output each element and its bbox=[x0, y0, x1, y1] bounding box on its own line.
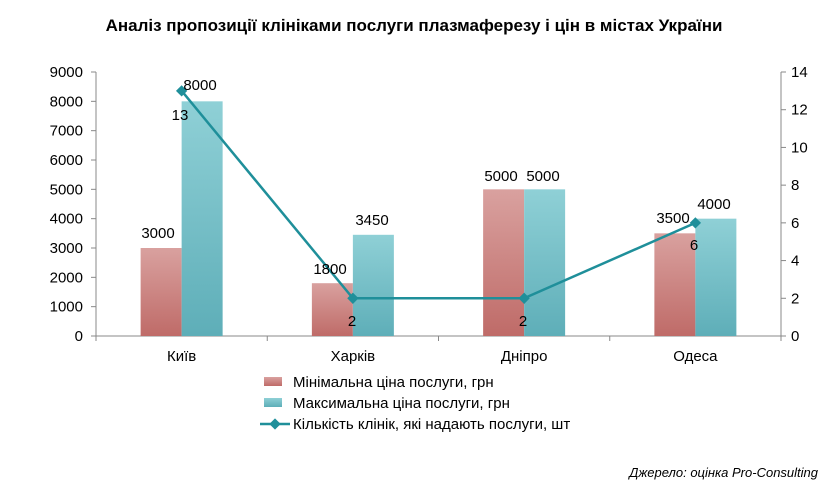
left-tick-label: 9000 bbox=[50, 64, 83, 81]
data-label-clinic-count: 2 bbox=[519, 313, 527, 330]
right-axis-ticks: 0 2 4 6 8 10 12 14 bbox=[781, 64, 808, 345]
data-label-min-price: 3500 bbox=[656, 210, 689, 227]
left-tick-label: 4000 bbox=[50, 211, 83, 228]
category-label: Дніпро bbox=[501, 348, 548, 365]
legend-label-max-price: Максимальна ціна послуги, грн bbox=[293, 395, 510, 412]
bar-max-price bbox=[695, 218, 737, 336]
bar-max-price bbox=[524, 189, 566, 336]
clinic-count-marker bbox=[518, 292, 530, 304]
category-label: Одеса bbox=[673, 348, 718, 365]
data-labels: 3000 1800 5000 3500 8000 3450 5000 4000 13 2 2 6 bbox=[141, 77, 730, 330]
data-label-max-price: 5000 bbox=[526, 168, 559, 185]
right-tick-label: 12 bbox=[791, 102, 808, 119]
category-label: Харків bbox=[331, 348, 376, 365]
legend-swatch-max-price bbox=[264, 398, 282, 407]
data-label-min-price: 1800 bbox=[313, 261, 346, 278]
data-label-max-price: 3450 bbox=[355, 212, 388, 229]
data-label-max-price: 4000 bbox=[697, 196, 730, 213]
right-tick-label: 14 bbox=[791, 64, 808, 81]
data-label-min-price: 3000 bbox=[141, 225, 174, 242]
clinic-count-marker bbox=[689, 217, 702, 229]
left-tick-label: 0 bbox=[75, 328, 83, 345]
category-label: Київ bbox=[167, 348, 196, 365]
left-tick-label: 2000 bbox=[50, 269, 83, 286]
chart-title: Аналіз пропозиції клініками послуги плаз… bbox=[106, 16, 723, 35]
right-tick-label: 4 bbox=[791, 253, 799, 270]
data-label-clinic-count: 2 bbox=[348, 313, 356, 330]
left-tick-label: 6000 bbox=[50, 152, 83, 169]
data-label-clinic-count: 13 bbox=[172, 107, 189, 124]
legend: Мінімальна ціна послуги, грн Максимальна… bbox=[260, 374, 570, 433]
category-ticks: Київ Харків Дніпро Одеса bbox=[95, 336, 782, 365]
data-label-max-price: 8000 bbox=[183, 77, 216, 94]
legend-label-clinic-count: Кількість клінік, які надають послуги, ш… bbox=[293, 416, 570, 433]
legend-swatch-min-price bbox=[264, 377, 282, 386]
left-axis-ticks: 0 1000 2000 3000 4000 5000 6000 7000 8000 9000 bbox=[50, 64, 96, 345]
bar-min-price bbox=[654, 233, 696, 336]
left-tick-label: 5000 bbox=[50, 181, 83, 198]
bar-min-price bbox=[483, 189, 525, 336]
clinic-count-line bbox=[180, 90, 696, 300]
right-tick-label: 2 bbox=[791, 290, 799, 307]
bar-max-price bbox=[181, 101, 223, 336]
source-note: Джерело: оцінка Pro-Consulting bbox=[627, 465, 819, 480]
line-series bbox=[175, 85, 702, 304]
left-tick-label: 8000 bbox=[50, 93, 83, 110]
right-tick-label: 10 bbox=[791, 139, 808, 156]
bar-min-price bbox=[311, 283, 353, 336]
legend-marker-clinic-count bbox=[269, 418, 281, 430]
data-label-clinic-count: 6 bbox=[690, 237, 698, 254]
right-tick-label: 6 bbox=[791, 215, 799, 232]
left-tick-label: 3000 bbox=[50, 240, 83, 257]
bar-min-price bbox=[140, 248, 182, 336]
clinic-count-marker bbox=[347, 292, 359, 304]
right-tick-label: 8 bbox=[791, 177, 799, 194]
bar-max-price bbox=[352, 234, 394, 336]
left-tick-label: 7000 bbox=[50, 123, 83, 140]
bars bbox=[140, 101, 737, 336]
legend-label-min-price: Мінімальна ціна послуги, грн bbox=[293, 374, 494, 391]
right-tick-label: 0 bbox=[791, 328, 799, 345]
left-tick-label: 1000 bbox=[50, 299, 83, 316]
data-label-min-price: 5000 bbox=[484, 168, 517, 185]
